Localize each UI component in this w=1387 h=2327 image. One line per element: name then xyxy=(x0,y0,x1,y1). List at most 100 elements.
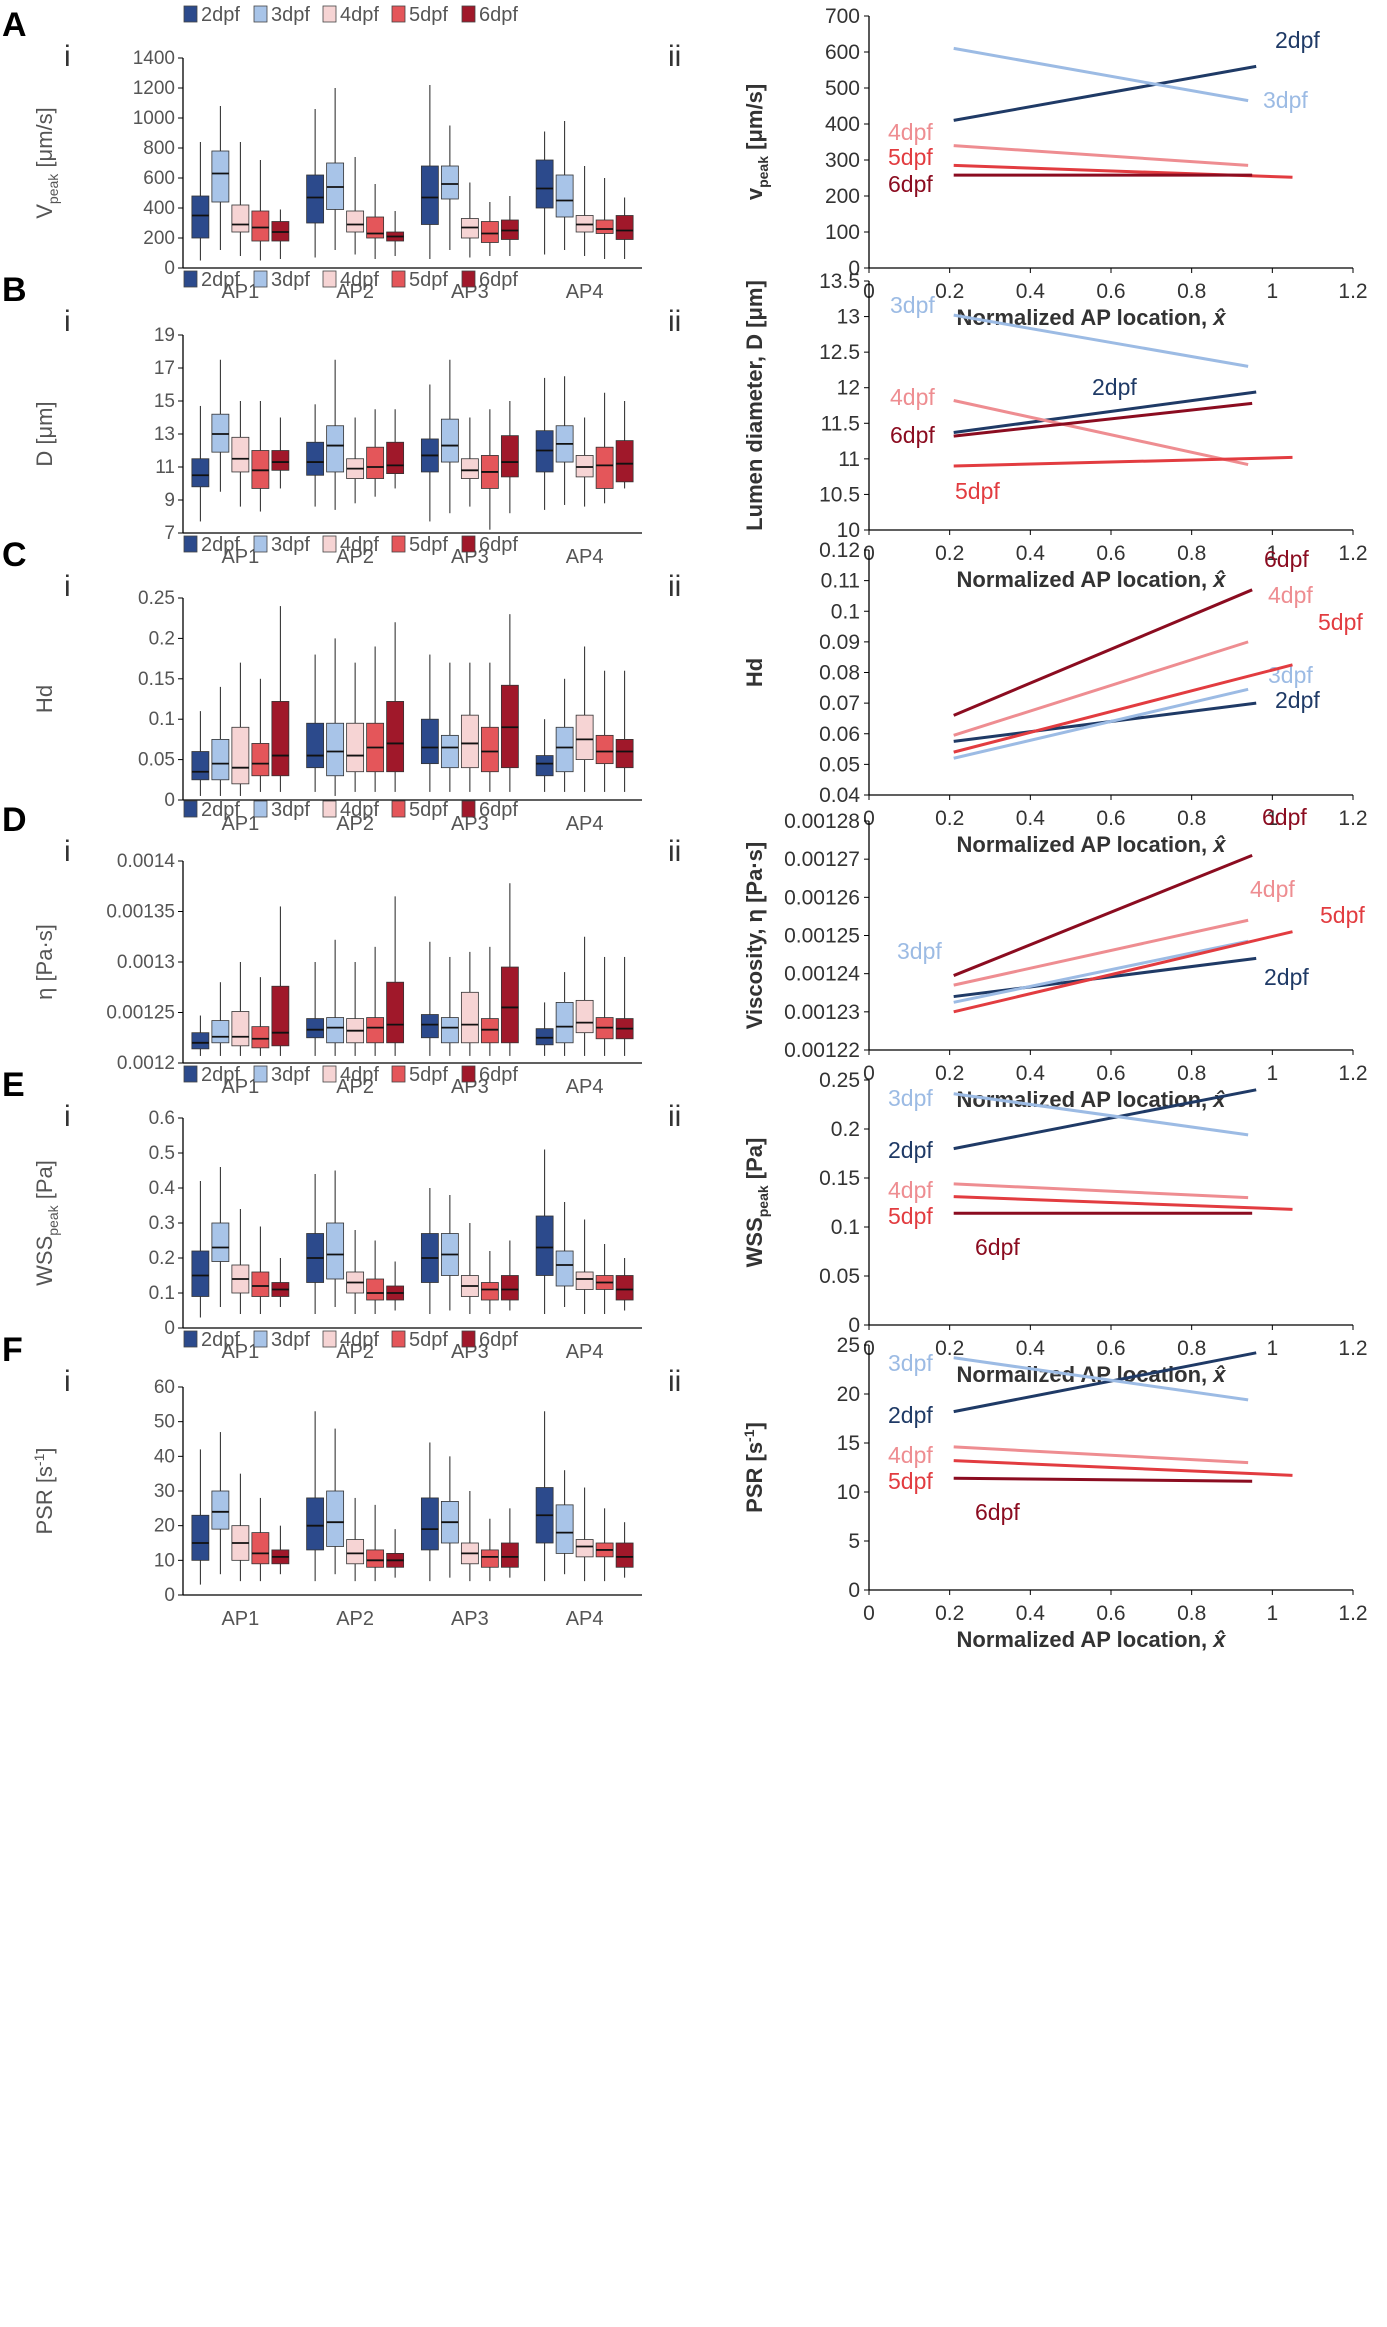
x-tick-label: 0.2 xyxy=(935,542,964,565)
x-tick-label: 0.2 xyxy=(935,1062,964,1085)
y-tick-label: 50 xyxy=(154,1412,175,1433)
box-AP2-3dpf xyxy=(326,1170,345,1307)
y-tick-label: 600 xyxy=(825,41,860,64)
category-label: AP4 xyxy=(566,546,604,568)
box-AP2-2dpf xyxy=(306,1174,325,1314)
box-AP1-5dpf xyxy=(251,1497,270,1582)
box-iqr xyxy=(231,204,250,233)
y-tick-label: 0.09 xyxy=(819,631,860,654)
box-AP2-2dpf xyxy=(306,404,325,507)
x-axis-label-var: x̂ xyxy=(1212,832,1226,857)
legend-swatch-4dpf xyxy=(322,800,337,818)
y-axis-label-main: PSR [s xyxy=(742,1442,767,1513)
box-AP3-5dpf xyxy=(480,662,499,792)
box-iqr xyxy=(420,1497,439,1551)
box-AP2-2dpf xyxy=(306,1411,325,1582)
legend-label-6dpf: 6dpf xyxy=(479,534,518,556)
legend-label-4dpf: 4dpf xyxy=(340,534,379,556)
box-iqr xyxy=(386,701,405,773)
y-tick-label: 0 xyxy=(848,1579,860,1602)
box-iqr xyxy=(535,1028,554,1046)
y-tick-label: 400 xyxy=(825,113,860,136)
panel-letter: B xyxy=(2,271,27,309)
y-tick-label: 0.2 xyxy=(149,1248,175,1269)
y-tick-label: 0.25 xyxy=(138,588,175,609)
legend-swatch-2dpf xyxy=(183,800,198,818)
y-axis-label-unit: ] xyxy=(32,1447,57,1453)
series-line-5dpf xyxy=(953,930,1293,1014)
series-label-4dpf: 4dpf xyxy=(888,1442,933,1468)
box-AP4-4dpf xyxy=(575,1219,594,1314)
x-tick-label: 1 xyxy=(1266,1602,1278,1625)
box-AP2-6dpf xyxy=(386,1529,405,1578)
series-label-6dpf: 6dpf xyxy=(1262,804,1307,830)
series-line-5dpf xyxy=(953,663,1293,754)
box-AP2-6dpf xyxy=(386,1261,405,1311)
series-line-3dpf xyxy=(953,1092,1249,1137)
box-AP1-5dpf xyxy=(251,977,270,1056)
x-tick-label: 1.2 xyxy=(1338,1337,1367,1360)
box-AP4-2dpf xyxy=(535,719,554,792)
x-tick-label: 1 xyxy=(1266,542,1278,565)
y-axis-label-unit: [Pa] xyxy=(742,1138,767,1186)
box-iqr xyxy=(440,418,459,463)
box-AP3-2dpf xyxy=(420,654,439,792)
y-axis-label-sub: peak xyxy=(755,156,771,188)
box-AP4-4dpf xyxy=(575,1487,594,1582)
box-AP3-5dpf xyxy=(480,409,499,530)
legend-swatch-3dpf xyxy=(253,800,268,818)
y-tick-label: 100 xyxy=(825,221,860,244)
series-label-3dpf: 3dpf xyxy=(897,938,942,964)
box-AP2-5dpf xyxy=(366,646,385,792)
box-AP1-2dpf xyxy=(191,711,210,796)
box-AP4-6dpf xyxy=(615,1258,634,1311)
y-tick-label: 0.07 xyxy=(819,692,860,715)
box-iqr xyxy=(366,446,385,479)
box-iqr xyxy=(555,1250,574,1287)
box-AP4-6dpf xyxy=(615,1522,634,1578)
series-line-3dpf xyxy=(953,313,1249,368)
box-AP1-4dpf xyxy=(231,401,250,507)
y-axis-label-sub: peak xyxy=(755,1185,771,1217)
series-line-5dpf xyxy=(953,1195,1293,1211)
category-label: AP3 xyxy=(451,281,489,303)
x-tick-label: 0.8 xyxy=(1177,1337,1206,1360)
box-AP3-2dpf xyxy=(420,1188,439,1314)
x-tick-label: 0.2 xyxy=(935,280,964,303)
legend-swatch-6dpf xyxy=(461,1065,476,1083)
box-iqr xyxy=(231,726,250,785)
x-tick-label: 0.6 xyxy=(1096,1602,1125,1625)
legend-swatch-3dpf xyxy=(253,1330,268,1348)
box-iqr xyxy=(306,1018,325,1039)
box-AP3-5dpf xyxy=(480,1518,499,1582)
legend-swatch-4dpf xyxy=(322,535,337,553)
box-iqr xyxy=(615,1275,634,1301)
box-AP3-2dpf xyxy=(420,1442,439,1582)
category-label: AP3 xyxy=(451,1341,489,1363)
box-AP3-6dpf xyxy=(500,1240,519,1311)
box-iqr xyxy=(575,714,594,760)
box-AP1-4dpf xyxy=(231,1473,250,1582)
legend-label-4dpf: 4dpf xyxy=(340,4,379,26)
box-iqr xyxy=(615,215,634,240)
series-line-3dpf xyxy=(953,939,1249,1004)
series-line-2dpf xyxy=(953,1351,1257,1414)
y-tick-label: 40 xyxy=(154,1446,175,1467)
box-AP2-4dpf xyxy=(346,962,365,1056)
series-label-6dpf: 6dpf xyxy=(975,1234,1020,1260)
legend-label-3dpf: 3dpf xyxy=(271,4,310,26)
box-iqr xyxy=(386,441,405,475)
series-label-4dpf: 4dpf xyxy=(888,1177,933,1203)
x-tick-label: 0.2 xyxy=(935,1602,964,1625)
legend-swatch-6dpf xyxy=(461,270,476,288)
y-axis-label-main: Hd xyxy=(32,685,57,713)
box-AP2-3dpf xyxy=(326,88,345,250)
y-tick-label: 0.00122 xyxy=(784,1039,860,1062)
box-iqr xyxy=(346,210,365,233)
box-iqr xyxy=(251,1271,270,1297)
box-AP3-5dpf xyxy=(480,1251,499,1314)
box-iqr xyxy=(460,714,479,769)
box-iqr xyxy=(440,165,459,200)
